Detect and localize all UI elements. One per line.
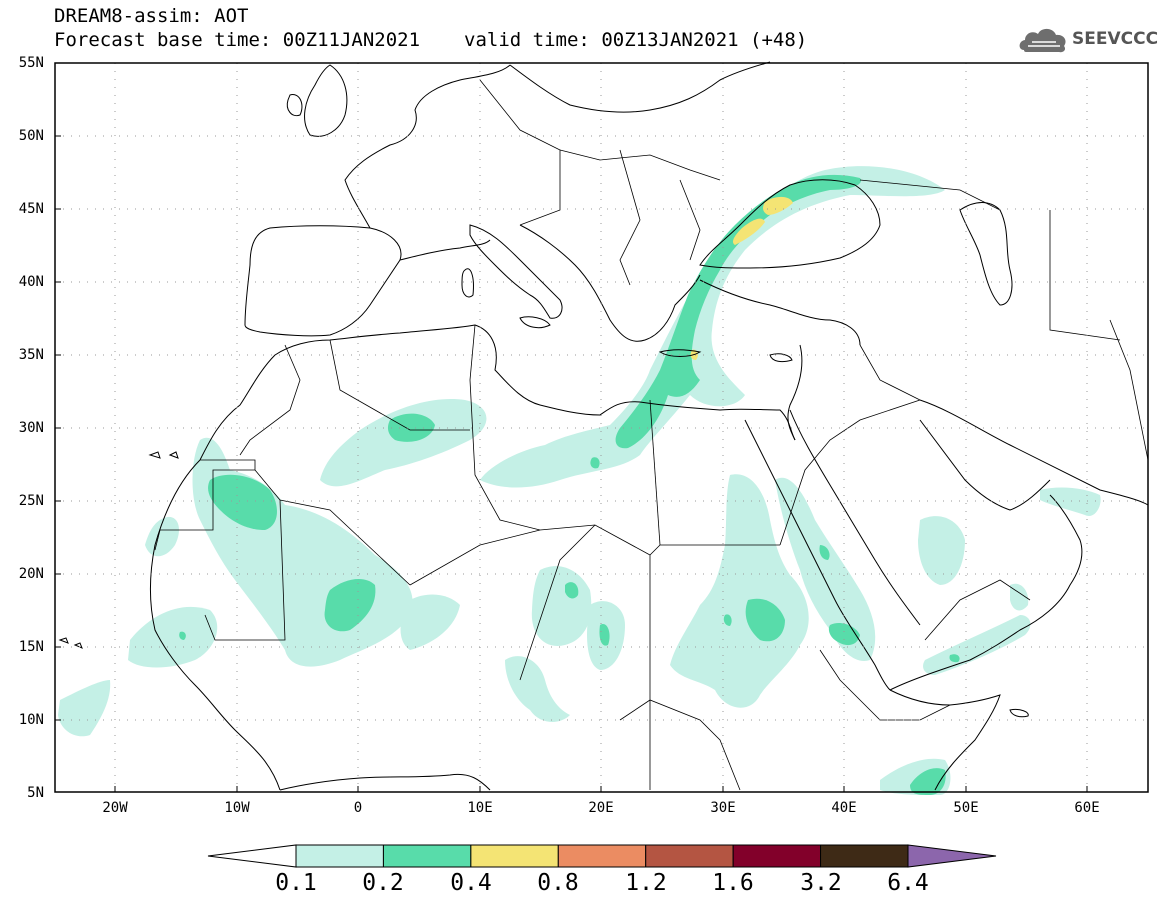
cloud-icon (1019, 28, 1066, 53)
borders (154, 79, 1149, 791)
map-title: DREAM8-assim: AOT (54, 5, 249, 27)
forecast-times: Forecast base time: 00Z11JAN2021 valid ti… (54, 30, 807, 50)
lat-label: 5N (27, 785, 44, 801)
seevccc-logo: SEEVCCC (1016, 22, 1158, 58)
lat-label: 25N (18, 493, 44, 509)
forecast-base-time: Forecast base time: 00Z11JAN2021 (54, 29, 421, 51)
lon-label: 10W (224, 800, 250, 816)
lon-label: 50E (953, 800, 979, 816)
colorbar-label: 0.4 (450, 870, 492, 896)
lat-label: 10N (18, 712, 44, 728)
colorbar-label: 0.8 (537, 870, 579, 896)
ticks (55, 62, 1088, 792)
lat-label: 30N (18, 420, 44, 436)
colorbar-label: 3.2 (800, 870, 842, 896)
lat-label: 50N (18, 128, 44, 144)
lat-label: 40N (18, 274, 44, 290)
lon-label: 40E (831, 800, 857, 816)
lat-label: 20N (18, 566, 44, 582)
lat-label: 35N (18, 347, 44, 363)
lon-label: 30E (710, 800, 736, 816)
logo-text: SEEVCCC (1072, 29, 1159, 49)
colorbar-label: 6.4 (887, 870, 929, 896)
lon-label: 0 (353, 800, 363, 816)
aot-contours (58, 166, 1101, 795)
colorbar-label: 0.2 (362, 870, 404, 896)
colorbar-label: 1.2 (625, 870, 667, 896)
lat-label: 15N (18, 639, 44, 655)
lat-label: 45N (18, 201, 44, 217)
lat-label: 55N (18, 55, 44, 71)
lon-label: 20W (102, 800, 128, 816)
colorbar-label: 0.1 (275, 870, 317, 896)
lon-label: 10E (467, 800, 493, 816)
coastlines (58, 61, 1149, 791)
lon-label: 20E (588, 800, 614, 816)
colorbar-label: 1.6 (712, 870, 754, 896)
valid-time: valid time: 00Z13JAN2021 (+48) (464, 29, 808, 51)
lon-label: 60E (1074, 800, 1100, 816)
